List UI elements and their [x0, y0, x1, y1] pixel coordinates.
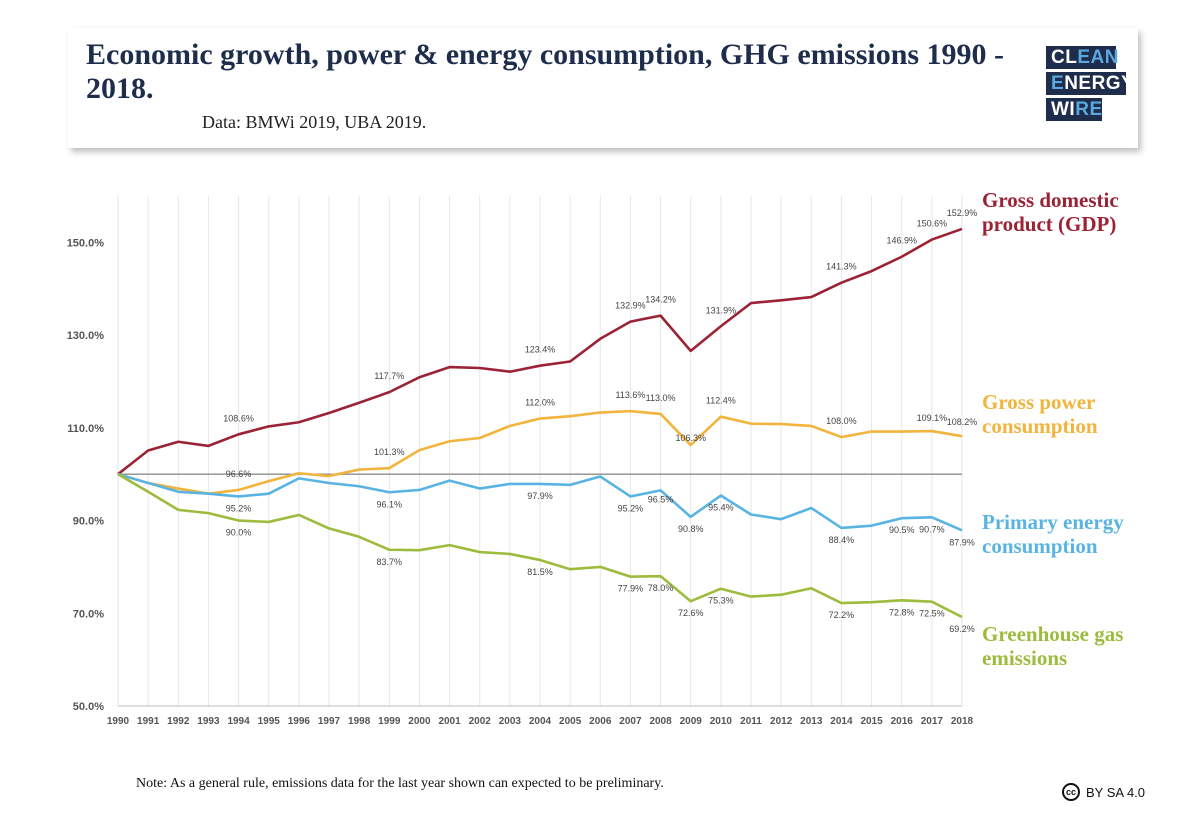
- data-label: 113.6%: [615, 390, 645, 400]
- x-tick-label: 2002: [469, 716, 492, 727]
- x-tick-label: 1990: [107, 716, 130, 727]
- series-line-0: [117, 227, 963, 476]
- x-tick-label: 2008: [649, 716, 672, 727]
- x-tick-label: 2000: [408, 716, 431, 727]
- x-tick-label: 1999: [378, 716, 401, 727]
- data-label: 95.4%: [708, 503, 734, 513]
- series-line-2: [117, 472, 963, 532]
- data-label: 87.9%: [949, 537, 975, 547]
- x-tick-label: 2004: [529, 716, 552, 727]
- x-tick-label: 2016: [891, 716, 914, 727]
- x-tick-label: 2017: [921, 716, 944, 727]
- data-label: 123.4%: [525, 345, 556, 355]
- data-label: 72.5%: [919, 609, 945, 619]
- data-label: 90.0%: [226, 528, 252, 538]
- data-label: 97.9%: [527, 491, 553, 501]
- y-tick-label: 90.0%: [73, 516, 104, 528]
- x-tick-label: 1998: [348, 716, 371, 727]
- logo-line-1: CLEAN: [1046, 46, 1118, 69]
- y-tick-label: 150.0%: [67, 237, 105, 249]
- y-tick-label: 110.0%: [67, 423, 104, 435]
- data-label: 109.1%: [917, 413, 948, 423]
- series-line-3: [117, 473, 963, 619]
- data-label: 72.2%: [829, 610, 855, 620]
- series-label-3: Greenhouse gas emissions: [982, 622, 1124, 670]
- series-label-2: Primary energy consumption: [982, 510, 1124, 558]
- header-card: [68, 28, 1138, 148]
- x-tick-label: 2009: [680, 716, 703, 727]
- data-label: 77.9%: [618, 584, 644, 594]
- x-tick-label: 1993: [197, 716, 220, 727]
- data-label: 72.6%: [678, 608, 704, 618]
- data-label: 108.2%: [947, 417, 978, 427]
- y-tick-label: 130.0%: [67, 330, 105, 342]
- series-label-1: Gross power consumption: [982, 390, 1098, 438]
- x-tick-label: 1997: [318, 716, 341, 727]
- data-label: 108.0%: [826, 416, 857, 426]
- x-tick-label: 1994: [227, 716, 250, 727]
- x-tick-label: 2013: [800, 716, 823, 727]
- x-tick-label: 2012: [770, 716, 793, 727]
- data-label: 88.4%: [829, 535, 855, 545]
- x-tick-label: 2015: [860, 716, 883, 727]
- data-label: 96.5%: [648, 494, 674, 504]
- x-tick-label: 1992: [167, 716, 190, 727]
- y-tick-label: 70.0%: [73, 608, 104, 620]
- x-tick-label: 2007: [619, 716, 642, 727]
- x-tick-label: 1995: [258, 716, 281, 727]
- data-label: 78.0%: [648, 583, 674, 593]
- data-label: 134.2%: [645, 295, 676, 305]
- license[interactable]: cc BY SA 4.0: [1062, 783, 1145, 801]
- data-label: 150.6%: [917, 219, 948, 229]
- logo-line-2: ENERGY: [1046, 72, 1134, 95]
- data-label: 112.4%: [706, 396, 736, 406]
- data-label: 131.9%: [706, 305, 737, 315]
- logo-line-3: WIRE: [1046, 98, 1102, 121]
- data-label: 96.6%: [226, 469, 252, 479]
- data-label: 72.8%: [889, 607, 915, 617]
- chart-subtitle: Data: BMWi 2019, UBA 2019.: [202, 112, 427, 132]
- data-label: 117.7%: [374, 371, 404, 381]
- data-label: 152.9%: [947, 208, 978, 218]
- data-label: 146.9%: [886, 236, 917, 246]
- data-label: 112.0%: [525, 398, 555, 408]
- data-label: 106.3%: [675, 433, 706, 443]
- data-label: 95.2%: [618, 503, 644, 513]
- data-label: 90.8%: [678, 524, 704, 534]
- chart-title: Economic growth, power & energy consumpt…: [86, 38, 1005, 105]
- data-label: 95.2%: [226, 503, 252, 513]
- x-tick-label: 2018: [951, 716, 974, 727]
- data-label: 141.3%: [826, 262, 857, 272]
- y-tick-label: 50.0%: [73, 701, 104, 713]
- data-label: 69.2%: [949, 624, 975, 634]
- x-tick-label: 2003: [499, 716, 522, 727]
- data-label: 81.5%: [527, 567, 553, 577]
- data-label: 101.3%: [374, 447, 405, 457]
- data-label: 132.9%: [615, 301, 646, 311]
- x-tick-label: 2014: [830, 716, 853, 727]
- cc-icon: cc: [1062, 783, 1080, 801]
- x-tick-label: 1991: [137, 716, 160, 727]
- x-tick-label: 2006: [589, 716, 612, 727]
- x-tick-label: 2011: [740, 716, 762, 727]
- x-tick-label: 2010: [710, 716, 733, 727]
- data-label: 96.1%: [377, 499, 403, 509]
- footnote: Note: As a general rule, emissions data …: [136, 776, 664, 791]
- x-tick-label: 1996: [288, 716, 311, 727]
- series-label-0: Gross domestic product (GDP): [982, 188, 1119, 236]
- clean-energy-wire-logo[interactable]: CLEAN ENERGY WIRE: [1046, 46, 1134, 124]
- data-label: 90.7%: [919, 524, 945, 534]
- data-label: 75.3%: [708, 596, 734, 606]
- data-label: 108.6%: [223, 413, 254, 423]
- data-label: 113.0%: [646, 393, 676, 403]
- data-label: 83.7%: [377, 557, 403, 567]
- x-tick-label: 2001: [438, 716, 461, 727]
- license-text: BY SA 4.0: [1086, 784, 1146, 800]
- x-tick-label: 2005: [559, 716, 582, 727]
- data-label: 90.5%: [889, 525, 915, 535]
- series-line-1: [117, 409, 963, 495]
